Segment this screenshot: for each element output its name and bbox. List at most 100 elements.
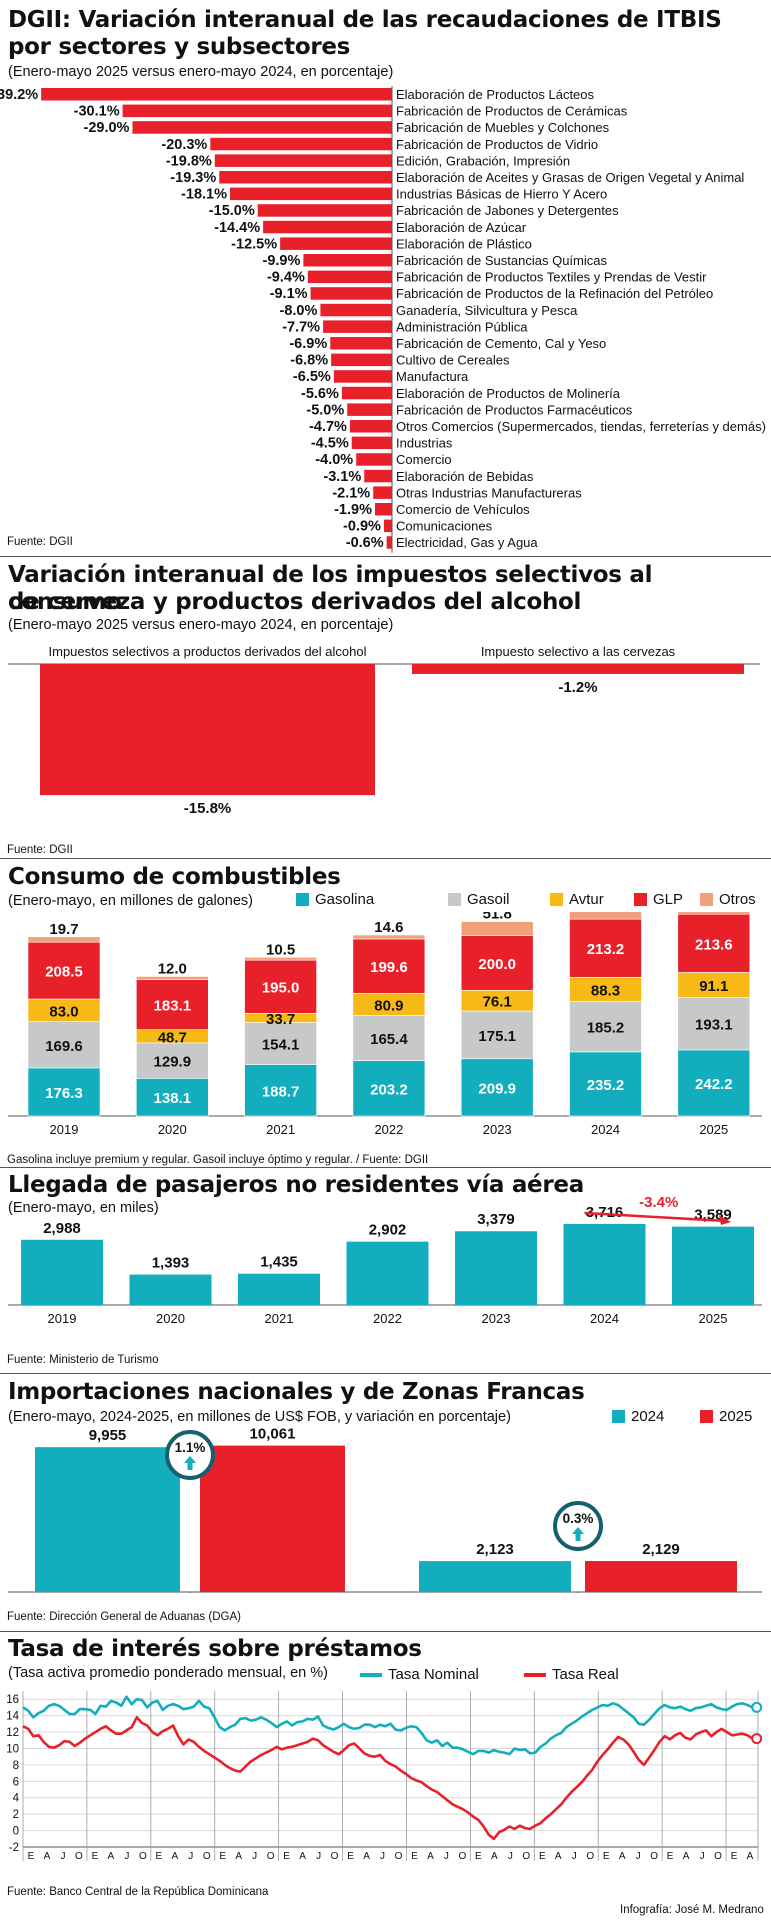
section-importaciones: Importaciones nacionales y de Zonas Fran… (0, 1373, 771, 1635)
tasa-series-line-real (22, 1716, 754, 1841)
tasa-quarter-label: O (267, 1851, 275, 1861)
legend-swatch (296, 893, 309, 906)
pasajeros-value-label: 3,379 (477, 1211, 515, 1228)
itbis-bar (263, 220, 392, 234)
importaciones-change-circle (553, 1501, 603, 1551)
itbis-category-label: Administración Pública (396, 319, 528, 334)
legend-gasoil: Gasoil (448, 891, 510, 908)
itbis-category-label: Fabricación de Productos Textiles y Pren… (396, 270, 707, 285)
itbis-value-label: -0.9% (343, 519, 381, 535)
legend-otros: Otros (700, 891, 756, 908)
itbis-bar (132, 121, 392, 134)
pasajeros-year-label: 2023 (482, 1311, 511, 1326)
combustibles-segment-gasoil (569, 1001, 642, 1053)
itbis-category-label: Ganadería, Silvicultura y Pesca (396, 303, 578, 318)
pasajeros-change-arrowhead (719, 1215, 731, 1225)
combustibles-value-label: 195.0 (262, 980, 300, 997)
itbis-bar (364, 469, 392, 483)
legend-tasa-nominal: Tasa Nominal (360, 1666, 479, 1683)
combustibles-value-label: 208.5 (45, 964, 83, 981)
tasa-ytick-label: 8 (13, 1760, 19, 1772)
importaciones-bar-2025 (585, 1561, 737, 1592)
tasa-ytick-label: 12 (6, 1727, 19, 1739)
combustibles-value-label: 76.1 (483, 994, 512, 1011)
tasa-quarter-label: J (380, 1851, 385, 1861)
combustibles-segment-glp (27, 941, 101, 1000)
legend-swatch (700, 893, 713, 906)
importaciones-change-label: 0.3% (563, 1511, 594, 1526)
selectivos-bar (40, 664, 375, 796)
legend-label: Otros (719, 891, 756, 908)
itbis-bar (373, 486, 392, 499)
itbis-title-line1: DGII: Variación interanual de las recaud… (8, 7, 722, 33)
tasa-quarter-label: J (252, 1851, 257, 1861)
itbis-value-label: -3.1% (323, 469, 361, 485)
itbis-category-label: Fabricación de Productos de Vidrio (396, 137, 598, 152)
tasa-quarter-label: A (491, 1851, 498, 1861)
tasa-ytick-label: -2 (9, 1842, 19, 1854)
itbis-value-label: -14.4% (214, 220, 260, 236)
legend-label: 2024 (631, 1408, 665, 1425)
tasa-quarter-label: A (747, 1851, 754, 1861)
divider (0, 1631, 771, 1632)
combustibles-value-label: 213.2 (587, 941, 625, 958)
section-combustibles: Consumo de combustibles (Enero-mayo, en … (0, 858, 771, 1170)
combustibles-segment-gasoil (244, 1022, 317, 1065)
legend-label: Gasoil (467, 891, 510, 908)
itbis-category-label: Elaboración de Aceites y Grasas de Orige… (396, 170, 744, 185)
combustibles-value-label: 175.1 (478, 1028, 516, 1045)
combustibles-subtitle: (Enero-mayo, en millones de galones) (8, 893, 254, 909)
combustibles-segment-gasoil (27, 1021, 101, 1069)
tasa-ytick-label: 14 (6, 1711, 19, 1723)
itbis-category-label: Fabricación de Jabones y Detergentes (396, 203, 619, 218)
itbis-category-label: Fabricación de Sustancias Químicas (396, 253, 607, 268)
itbis-bar-chart: -39.2% Elaboración de Productos Lácteos -3… (0, 86, 766, 553)
tasa-quarter-label: E (731, 1851, 738, 1861)
legend-label: Avtur (569, 891, 604, 908)
itbis-bar (374, 503, 392, 516)
selectivos-category-label: Impuesto selectivo a las cervezas (481, 644, 676, 659)
itbis-bar (219, 171, 392, 184)
tasa-quarter-label: E (219, 1851, 226, 1861)
tasa-quarter-label: E (283, 1851, 290, 1861)
itbis-value-label: -7.7% (282, 319, 320, 335)
combustibles-year-label: 2025 (699, 1122, 728, 1137)
legend-gasolina: Gasolina (296, 891, 374, 908)
tasa-quarter-label: E (667, 1851, 674, 1861)
legend-swatch (634, 893, 647, 906)
legend-2024: 2024 (612, 1408, 664, 1425)
combustibles-value-label: 14.6 (374, 919, 403, 936)
importaciones-change-circle (165, 1430, 215, 1480)
itbis-value-label: -19.8% (166, 153, 212, 169)
tasa-quarter-label: E (28, 1851, 35, 1861)
combustibles-segment-gasolina (569, 1051, 642, 1117)
legend-swatch (550, 893, 563, 906)
combustibles-value-label: 185.2 (587, 1020, 625, 1037)
itbis-value-label: -1.9% (334, 502, 372, 518)
itbis-bar (331, 353, 392, 367)
itbis-value-label: -0.6% (346, 535, 384, 551)
divider (0, 556, 771, 557)
combustibles-segment-gasoil (136, 1042, 209, 1079)
importaciones-bar-2024 (35, 1447, 180, 1592)
combustibles-year-label: 2021 (266, 1122, 295, 1137)
tasa-subtitle: (Tasa activa promedio ponderado mensual,… (8, 1665, 328, 1681)
tasa-ytick-label: 10 (6, 1743, 19, 1755)
combustibles-segment-gasolina (677, 1049, 751, 1117)
tasa-source: Fuente: Banco Central de la República Do… (7, 1886, 269, 1898)
tasa-quarter-label: O (714, 1851, 722, 1861)
combustibles-segment-gasoil (460, 1010, 534, 1060)
itbis-value-label: -19.3% (170, 170, 216, 186)
tasa-credit: Infografía: José M. Medrano (620, 1904, 764, 1916)
combustibles-year-label: 2020 (158, 1122, 187, 1137)
itbis-category-label: Industrias Básicas de Hierro Y Acero (396, 187, 607, 202)
tasa-quarter-label: A (427, 1851, 434, 1861)
itbis-value-label: -8.0% (280, 303, 318, 319)
legend-swatch (448, 893, 461, 906)
itbis-value-label: -4.0% (315, 452, 353, 468)
combustibles-source: Gasolina incluye premium y regular. Gaso… (7, 1154, 429, 1166)
section-pasajeros: Llegada de pasajeros no residentes vía a… (0, 1167, 771, 1377)
tasa-quarter-label: E (539, 1851, 546, 1861)
tasa-quarter-label: E (347, 1851, 354, 1861)
combustibles-value-label: 83.0 (49, 1003, 78, 1020)
